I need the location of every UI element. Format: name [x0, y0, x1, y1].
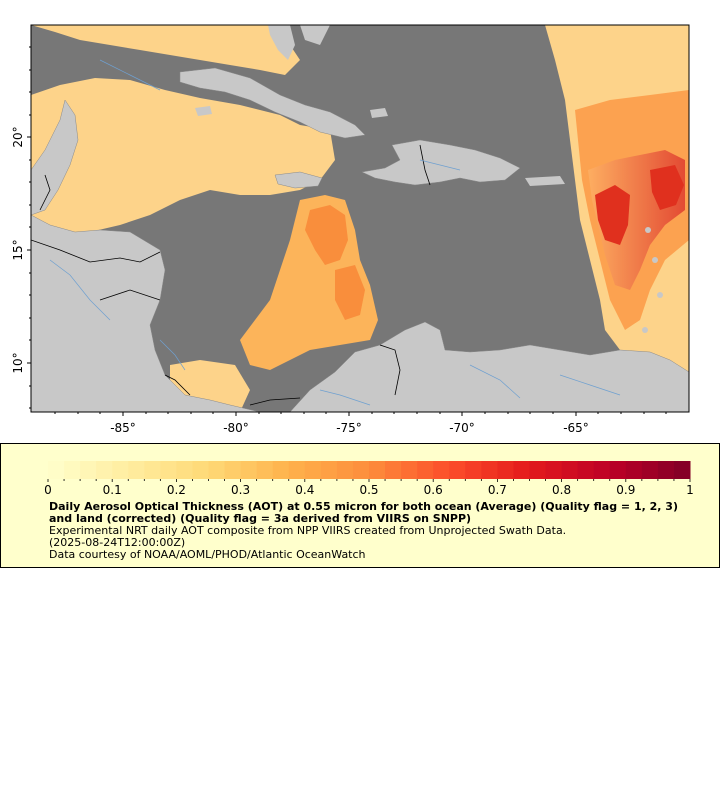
colorbar-cell	[497, 461, 514, 479]
colorbar-cell	[272, 461, 290, 479]
legend-description: Experimental NRT daily AOT composite fro…	[49, 524, 567, 537]
lon-label-80: -80°	[223, 421, 249, 435]
legend-title: Daily Aerosol Optical Thickness (AOT) at…	[49, 500, 678, 525]
colorbar-tick-label: 0.8	[552, 483, 571, 497]
colorbar-cell	[529, 461, 547, 479]
colorbar-cell	[320, 461, 338, 479]
lon-label-65: -65°	[563, 421, 589, 435]
land-lesser-antilles-2	[652, 257, 658, 263]
colorbar-tick-label: 0.3	[231, 483, 250, 497]
land-bahamas-2	[370, 108, 388, 118]
land-cuba	[179, 67, 366, 139]
colorbar-cell	[224, 461, 242, 479]
land-central-america	[31, 214, 261, 412]
colorbar-tick-label: 0.7	[488, 483, 507, 497]
colorbar-tick-label: 0.2	[167, 483, 186, 497]
colorbar-cell	[208, 461, 226, 479]
land-lesser-antilles-3	[657, 292, 663, 298]
colorbar-cell	[513, 461, 530, 479]
legend-panel: 0 0.1 0.2 0.3 0.4 0.5 0.6 0.7 0.8 0.9 1 Daily Aero…	[0, 443, 720, 568]
lon-label-75: -75°	[336, 421, 362, 435]
colorbar-cell	[80, 461, 97, 479]
colorbar-cell	[433, 461, 450, 479]
land-bahamas	[300, 25, 330, 45]
colorbar-cell	[64, 461, 81, 479]
colorbar-cell	[657, 461, 675, 479]
land-puerto-rico	[525, 176, 565, 186]
colorbar-cell	[545, 461, 563, 479]
colorbar-cell	[352, 461, 370, 479]
colorbar-cell	[128, 461, 145, 479]
colorbar-cell	[96, 461, 113, 479]
colorbar-cells	[48, 461, 691, 479]
lat-label-20: 20°	[11, 126, 25, 147]
colorbar-cell	[625, 461, 643, 479]
national-borders	[31, 144, 431, 406]
colorbar-cell	[465, 461, 482, 479]
colorbar-cell	[369, 461, 386, 479]
colorbar-cell	[192, 461, 209, 479]
colorbar-ticks	[47, 479, 691, 482]
colorbar-cell	[304, 461, 322, 479]
land-lesser-antilles	[645, 227, 651, 233]
colorbar: 0 0.1 0.2 0.3 0.4 0.5 0.6 0.7 0.8 0.9 1	[44, 461, 694, 497]
colorbar-tick-label: 1	[686, 483, 694, 497]
rivers	[49, 59, 621, 406]
lon-ticks	[54, 412, 667, 416]
colorbar-cell	[673, 461, 691, 479]
lat-label-10: 10°	[11, 352, 25, 373]
colorbar-cell	[401, 461, 418, 479]
colorbar-tick-labels: 0 0.1 0.2 0.3 0.4 0.5 0.6 0.7 0.8 0.9 1	[44, 483, 694, 497]
colorbar-tick-label: 0.4	[295, 483, 314, 497]
colorbar-cell	[385, 461, 402, 479]
land-florida	[268, 25, 295, 60]
legend-text: Daily Aerosol Optical Thickness (AOT) at…	[49, 501, 679, 561]
aot-map: 20° 15° 10° -85° -80° -75° -70° -65°	[11, 24, 690, 435]
colorbar-cell	[112, 461, 129, 479]
legend-credit: Data courtesy of NOAA/AOML/PHOD/Atlantic…	[49, 548, 366, 561]
land-isle-youth	[195, 106, 212, 116]
colorbar-tick-label: 0.5	[359, 483, 378, 497]
aot-swath-west	[31, 78, 335, 235]
colorbar-tick-label: 0.9	[616, 483, 635, 497]
lon-label-70: -70°	[449, 421, 475, 435]
aot-patch-central-hi2	[335, 265, 365, 320]
colorbar-tick-label: 0.6	[424, 483, 443, 497]
land-hispaniola	[361, 139, 521, 186]
aot-patch-central-hi	[305, 205, 348, 265]
colorbar-tick-label: 0.1	[103, 483, 122, 497]
colorbar-cell	[336, 461, 354, 479]
colorbar-cell	[641, 461, 659, 479]
colorbar-cell	[256, 461, 274, 479]
colorbar-cell	[577, 461, 595, 479]
lat-ticks	[27, 46, 31, 409]
lat-label-15: 15°	[11, 239, 25, 260]
colorbar-cell	[48, 461, 65, 479]
colorbar-cell	[288, 461, 306, 479]
legend-timestamp: (2025-08-24T12:00:00Z)	[49, 536, 186, 549]
colorbar-cell	[609, 461, 627, 479]
aot-plume-east-core	[595, 185, 630, 245]
colorbar-cell	[144, 461, 161, 479]
land-lesser-antilles-4	[642, 327, 648, 333]
colorbar-cell	[160, 461, 177, 479]
colorbar-cell	[176, 461, 193, 479]
colorbar-cell	[481, 461, 498, 479]
colorbar-tick-label: 0	[44, 483, 52, 497]
lon-label-85: -85°	[110, 421, 136, 435]
land-south-america	[289, 321, 689, 412]
colorbar-cell	[561, 461, 579, 479]
colorbar-cell	[449, 461, 466, 479]
land-jamaica	[274, 171, 323, 189]
colorbar-cell	[593, 461, 611, 479]
land-yucatan	[31, 99, 79, 216]
aot-plume-east-core2	[650, 165, 684, 210]
colorbar-cell	[240, 461, 258, 479]
colorbar-cell	[417, 461, 434, 479]
map-frame	[30, 24, 690, 413]
aot-swath-gulf	[31, 25, 300, 75]
